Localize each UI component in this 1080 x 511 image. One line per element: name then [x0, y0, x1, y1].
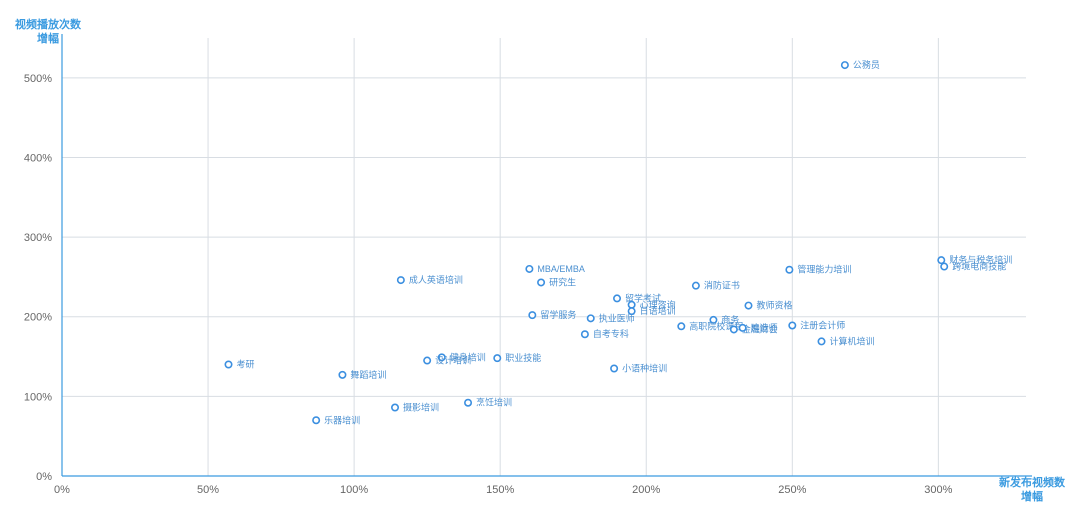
data-point	[788, 321, 797, 330]
data-label: 烹饪培训	[476, 397, 512, 408]
data-label: 高职院校课程	[689, 320, 743, 331]
data-label: 自考专科	[593, 328, 629, 339]
data-point	[464, 398, 473, 407]
x-axis-title: 新发布视频数	[999, 475, 1066, 489]
data-point	[391, 403, 400, 412]
data-point	[840, 61, 849, 70]
data-point	[627, 307, 636, 316]
data-label: 财务与税务培训	[949, 254, 1012, 265]
data-point	[691, 281, 700, 290]
data-point	[338, 370, 347, 379]
y-axis-title: 视频播放次数	[15, 17, 82, 31]
data-point	[709, 315, 718, 324]
data-point	[613, 294, 622, 303]
x-tick-label: 100%	[340, 484, 368, 496]
data-point	[817, 337, 826, 346]
data-label: 留学考试	[625, 292, 661, 303]
y-tick-label: 500%	[24, 73, 52, 85]
x-tick-label: 150%	[486, 484, 514, 496]
data-label: 乐器培训	[324, 414, 360, 425]
data-label: 设计培训	[435, 355, 471, 366]
data-label: 教师资格	[756, 300, 792, 311]
data-label: 注册会计师	[800, 319, 845, 330]
data-point	[423, 356, 432, 365]
data-label: 商务	[721, 314, 739, 325]
axis-ticks: 0% 100% 200% 300% 400% 500% 0% 50% 100% 150% 200% 2…	[24, 73, 953, 496]
data-label: 消防证书	[704, 280, 740, 291]
x-tick-label: 250%	[778, 484, 806, 496]
data-point	[610, 364, 619, 373]
data-point	[437, 353, 446, 362]
data-point	[537, 278, 546, 287]
data-point	[627, 300, 636, 309]
data-point	[937, 256, 946, 265]
data-point	[525, 264, 534, 273]
data-label: 建造师	[751, 322, 778, 333]
data-label: 跨境电商技能	[952, 261, 1006, 272]
grid-lines	[61, 34, 1032, 477]
data-point	[493, 354, 502, 363]
data-point	[940, 262, 949, 271]
data-label: 小语种培训	[622, 362, 667, 373]
data-label: 心理咨询	[640, 299, 676, 310]
data-label: 成人英语培训	[409, 274, 463, 285]
x-tick-label: 50%	[197, 484, 219, 496]
data-point	[738, 323, 747, 332]
y-tick-label: 300%	[24, 232, 52, 244]
y-axis-title: 增幅	[37, 31, 59, 45]
data-point	[224, 360, 233, 369]
x-axis-title: 增幅	[1021, 489, 1043, 503]
data-point	[312, 416, 321, 425]
data-label: 金融财会	[742, 323, 778, 334]
data-label: 公務员	[853, 59, 880, 70]
data-label: 管理能力培训	[797, 264, 851, 275]
data-label: 健身培训	[450, 351, 486, 362]
x-tick-label: 0%	[54, 484, 70, 496]
data-label: 留学服务	[540, 309, 576, 320]
data-point	[580, 330, 589, 339]
y-tick-label: 100%	[24, 391, 52, 403]
y-tick-label: 200%	[24, 312, 52, 324]
data-point	[528, 311, 537, 320]
data-label: 摄影培训	[403, 402, 439, 413]
x-tick-label: 200%	[632, 484, 660, 496]
data-point	[744, 301, 753, 310]
data-point	[729, 325, 738, 334]
data-label: 舞蹈培训	[350, 369, 386, 380]
y-tick-label: 400%	[24, 152, 52, 164]
data-label: 研究生	[549, 276, 576, 287]
data-label: 执业医师	[599, 312, 635, 323]
data-point	[586, 314, 595, 323]
data-point	[785, 265, 794, 274]
data-label: 职业技能	[505, 352, 541, 363]
data-label: MBA/EMBA	[537, 264, 585, 274]
x-tick-label: 300%	[924, 484, 952, 496]
data-label: 考研	[237, 360, 255, 370]
data-label: 计算机培训	[830, 335, 875, 346]
data-point	[677, 322, 686, 331]
data-label: 日语培训	[640, 305, 676, 316]
data-point	[396, 276, 405, 285]
y-tick-label: 0%	[36, 471, 52, 483]
